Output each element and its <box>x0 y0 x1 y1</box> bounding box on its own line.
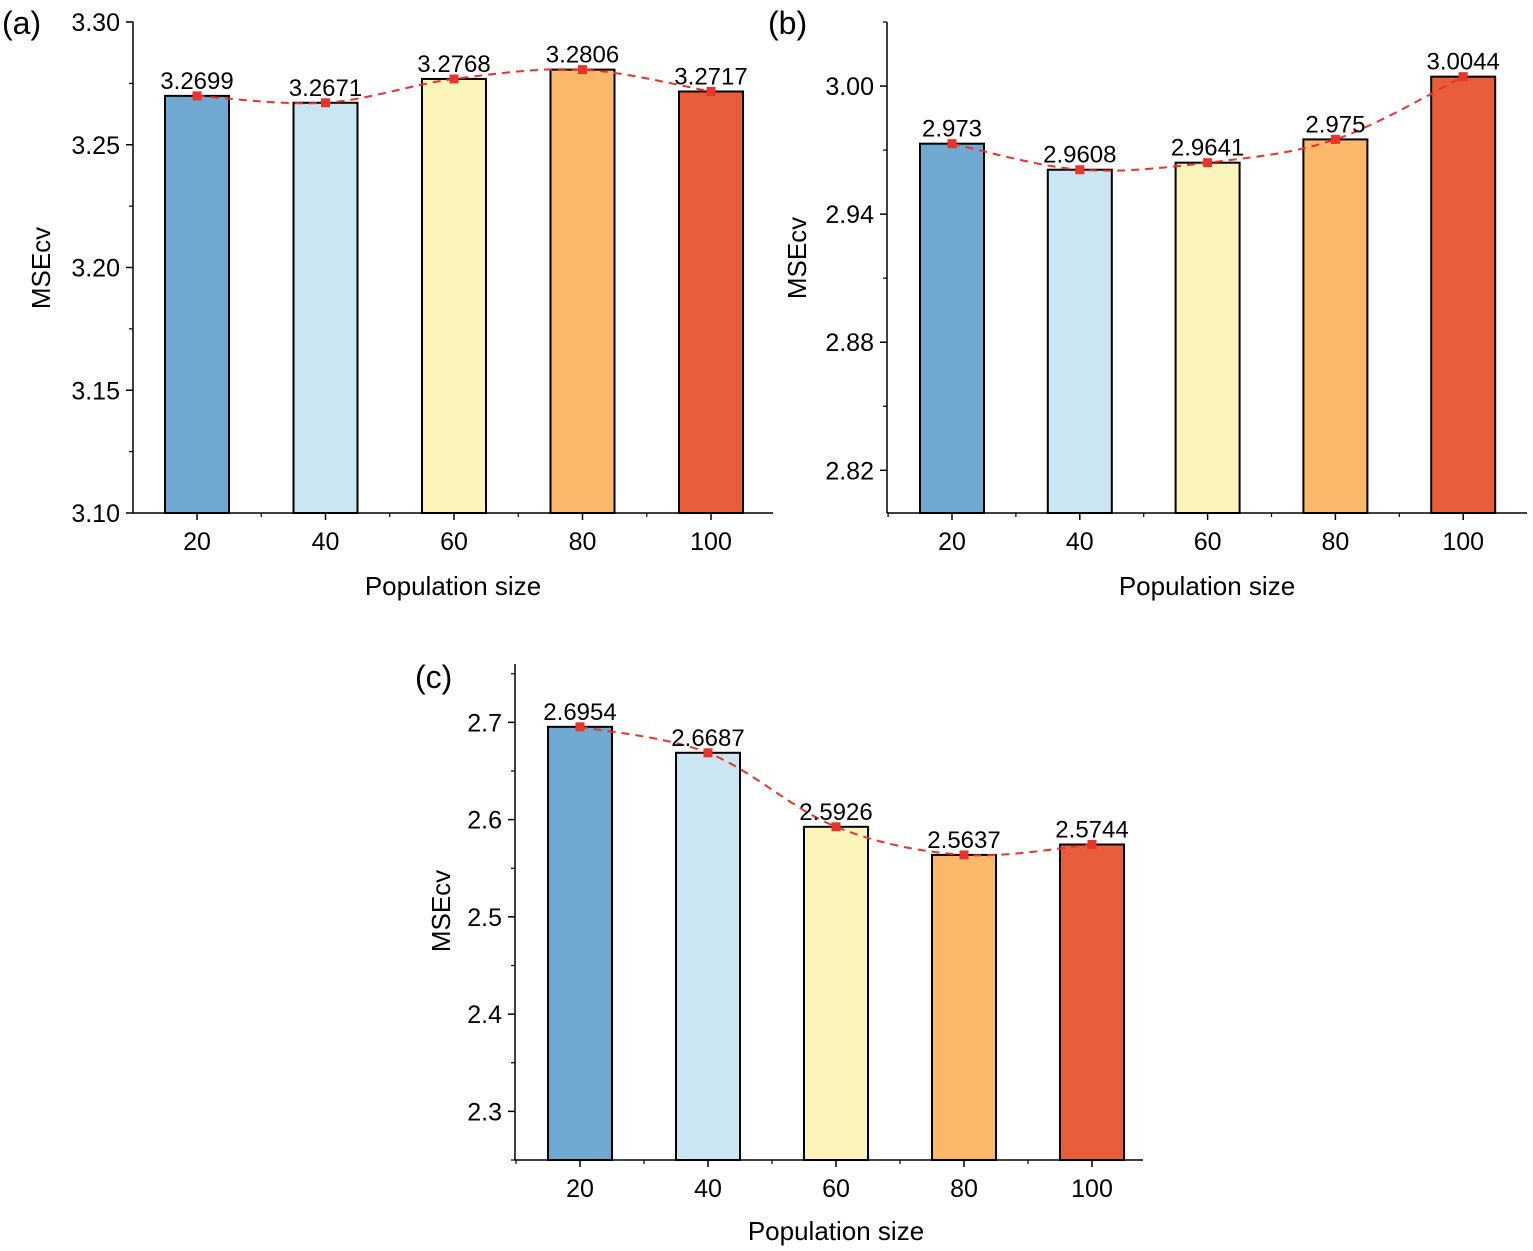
trend-marker-80 <box>1330 134 1340 144</box>
x-tick-label-80: 80 <box>1321 528 1349 556</box>
trend-marker-40 <box>1075 165 1085 175</box>
bar-20 <box>547 725 613 1161</box>
trend-marker-40 <box>321 98 330 108</box>
trend-marker-40 <box>703 748 713 758</box>
chart-panel-b: 2.973 2.9608 2.9641 2.975 3.0044 2.82 2.88 2.94… <box>768 5 1527 601</box>
y-tick-label: 2.7 <box>467 709 502 737</box>
x-tick-label-60: 60 <box>1194 528 1222 556</box>
x-tick-label-20: 20 <box>938 528 966 556</box>
y-tick-label: 2.5 <box>467 904 502 932</box>
data-label-60: 2.9641 <box>1171 135 1244 162</box>
bar-60 <box>1174 161 1241 515</box>
data-label-60: 2.5926 <box>799 799 872 826</box>
trend-marker-20 <box>192 91 202 101</box>
y-tick-label: 3.30 <box>71 9 120 37</box>
y-tick-label: 3.10 <box>71 500 120 528</box>
bar-40 <box>1046 168 1113 514</box>
y-tick-label: 3.20 <box>71 255 120 283</box>
trend-marker-100 <box>1087 840 1097 850</box>
data-label-20: 2.973 <box>922 116 982 143</box>
data-label-40: 3.2671 <box>289 75 362 102</box>
data-label-80: 2.5637 <box>927 827 1000 854</box>
x-axis-title: Population size <box>1119 571 1295 601</box>
x-tick-label-100: 100 <box>690 528 732 556</box>
x-tick-label-40: 40 <box>1066 528 1094 556</box>
x-tick-label-60: 60 <box>440 528 468 556</box>
trend-marker-60 <box>1203 158 1213 168</box>
data-label-80: 3.2806 <box>546 42 619 69</box>
chart-panel-c: 2.6954 2.6687 2.5926 2.5637 2.5744 2.3 2.4 2.5 2… <box>415 659 1143 1246</box>
y-tick-label: 3.15 <box>71 377 120 405</box>
x-tick-label-80: 80 <box>950 1175 978 1203</box>
x-tick-label-80: 80 <box>569 528 597 556</box>
x-tick-label-20: 20 <box>566 1175 594 1203</box>
y-tick-label: 2.88 <box>825 329 874 357</box>
data-label-100: 2.5744 <box>1055 817 1128 844</box>
x-tick-label-40: 40 <box>312 528 340 556</box>
trend-marker-20 <box>575 722 585 732</box>
bar-40 <box>675 751 741 1161</box>
trend-marker-80 <box>578 65 587 75</box>
y-axis-title: MSEcv <box>426 870 456 952</box>
panel-label: (b) <box>768 5 807 41</box>
y-tick-label: 2.6 <box>467 807 502 835</box>
trend-line <box>579 725 1093 857</box>
bar-80 <box>549 68 616 514</box>
bar-80 <box>1302 138 1369 514</box>
data-label-20: 2.6954 <box>543 699 616 726</box>
trend-marker-100 <box>1458 72 1468 82</box>
panel-label: (a) <box>2 5 41 41</box>
trend-marker-100 <box>706 86 716 96</box>
x-tick-label-40: 40 <box>694 1175 722 1203</box>
y-tick-label: 3.00 <box>825 73 874 101</box>
x-tick-label-100: 100 <box>1071 1175 1113 1203</box>
x-axis-title: Population size <box>748 1216 924 1246</box>
y-axis-title: MSEcv <box>782 217 812 299</box>
trend-marker-60 <box>449 74 459 84</box>
panel-label: (c) <box>415 659 452 695</box>
trend-marker-20 <box>947 139 957 149</box>
y-tick-label: 2.3 <box>467 1098 502 1126</box>
bar-100 <box>1059 843 1125 1162</box>
y-tick-label: 2.94 <box>825 201 874 229</box>
y-axis-title: MSEcv <box>26 227 56 309</box>
bar-80 <box>931 853 997 1161</box>
x-tick-label-60: 60 <box>822 1175 850 1203</box>
x-axis-title: Population size <box>365 571 541 601</box>
x-tick-label-100: 100 <box>1442 528 1484 556</box>
data-label-40: 2.9608 <box>1043 142 1116 169</box>
data-label-100: 3.0044 <box>1426 49 1499 76</box>
data-label-20: 3.2699 <box>160 68 233 95</box>
bar-100 <box>678 90 744 514</box>
x-tick-label-20: 20 <box>183 528 211 556</box>
trend-marker-60 <box>831 822 841 832</box>
trend-marker-80 <box>959 850 969 860</box>
bar-20 <box>919 142 985 514</box>
bar-60 <box>803 825 869 1161</box>
y-tick-label: 2.4 <box>467 1001 502 1029</box>
bar-60 <box>421 77 487 515</box>
bar-20 <box>164 94 230 514</box>
data-label-60: 3.2768 <box>417 51 490 78</box>
data-label-100: 3.2717 <box>674 63 747 90</box>
data-label-80: 2.975 <box>1305 111 1365 138</box>
bar-40 <box>292 101 359 514</box>
chart-panel-a: 3.2699 3.2671 3.2768 3.2806 3.2717 3.10 3.15 3.… <box>2 5 773 601</box>
data-label-40: 2.6687 <box>671 725 744 752</box>
bar-100 <box>1430 75 1497 515</box>
y-tick-label: 3.25 <box>71 132 120 160</box>
y-tick-label: 2.82 <box>825 457 874 485</box>
